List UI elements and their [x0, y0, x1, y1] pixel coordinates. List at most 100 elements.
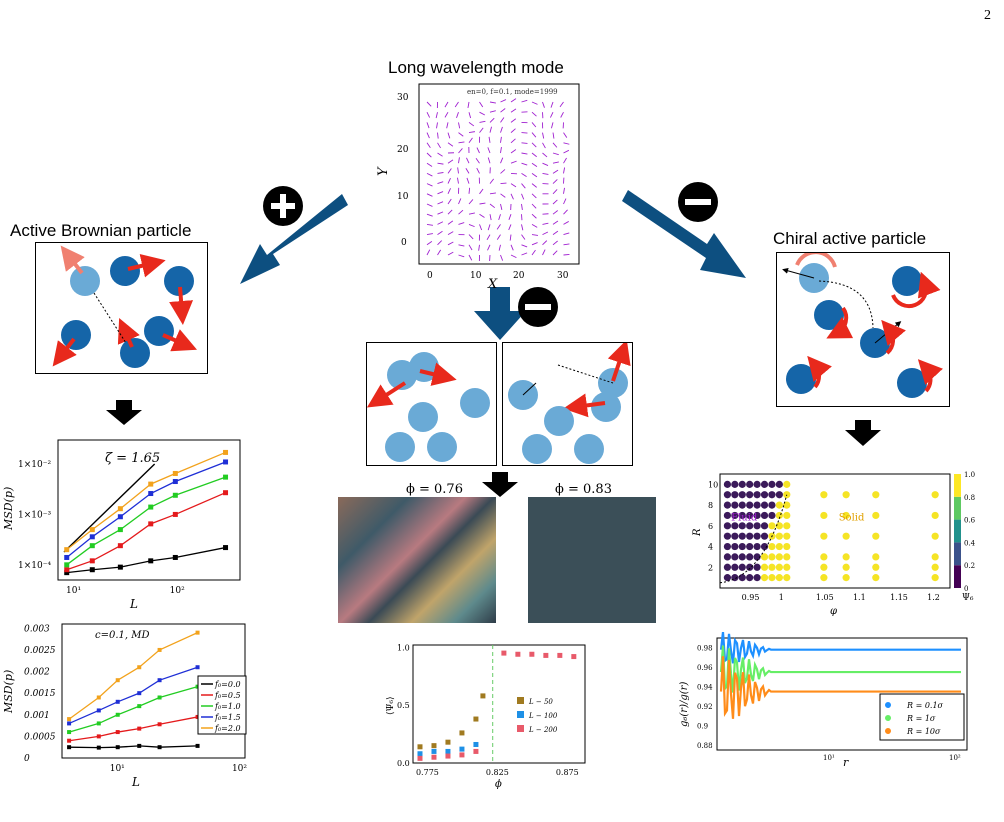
vector-arrow — [468, 112, 472, 119]
data-point — [820, 574, 828, 582]
data-point — [746, 511, 754, 520]
data-point — [746, 542, 754, 551]
y-tick: 0.98 — [697, 645, 713, 653]
y-tick: 0.96 — [697, 664, 713, 672]
data-point — [195, 743, 200, 748]
data-point — [768, 563, 776, 571]
vector-arrow — [521, 244, 528, 248]
x-tick: 1.15 — [890, 593, 908, 602]
vector-arrow — [542, 231, 549, 236]
data-point — [738, 491, 746, 499]
data-point — [515, 651, 521, 657]
data-point — [731, 491, 739, 499]
data-point — [738, 501, 746, 509]
vector-arrow — [552, 142, 558, 148]
data-point — [753, 542, 761, 551]
x-axis-label: r — [843, 756, 849, 767]
colorbar-tick: 0.2 — [964, 562, 975, 570]
y-tick: 0.94 — [697, 684, 713, 692]
vector-arrow — [508, 224, 512, 231]
vector-arrow — [437, 132, 439, 139]
vector-arrow — [447, 251, 454, 256]
vector-arrow — [550, 112, 554, 118]
vector-arrow — [426, 162, 433, 167]
data-point — [115, 678, 120, 683]
vector-arrow — [531, 234, 539, 236]
vector-arrow — [489, 126, 492, 133]
vector-arrow — [437, 152, 443, 157]
data-point — [738, 553, 746, 561]
y-tick: 10 — [397, 192, 409, 202]
data-point — [760, 563, 769, 571]
vector-arrow — [521, 162, 528, 166]
vector-arrow — [563, 198, 567, 205]
snapshot-label-2: ϕ = 0.83 — [555, 482, 612, 497]
data-point — [117, 506, 123, 512]
data-point — [417, 744, 423, 750]
vector-arrow — [458, 254, 465, 258]
vector-arrow — [563, 167, 566, 174]
vector-arrow — [447, 177, 451, 184]
vector-arrow — [468, 137, 473, 144]
particle — [164, 266, 194, 296]
vector-arrow — [500, 126, 503, 133]
legend-label: L − 200 — [528, 726, 558, 734]
vector-arrow — [496, 224, 501, 230]
vector-arrow — [447, 159, 454, 164]
annotation: ζ = 1.65 — [105, 451, 160, 466]
legend-swatch — [885, 728, 891, 734]
vector-arrow — [437, 221, 444, 225]
data-point — [872, 491, 880, 499]
data-point — [931, 563, 939, 571]
data-point — [753, 532, 761, 540]
x-tick: 0.775 — [416, 768, 439, 777]
x-tick: 0.875 — [556, 768, 579, 777]
vector-arrow — [500, 147, 502, 154]
data-point — [746, 501, 754, 509]
vector-arrow — [560, 111, 564, 118]
data-point — [768, 553, 776, 561]
legend-label: L − 100 — [528, 712, 558, 720]
data-point — [731, 563, 739, 571]
data-point — [137, 704, 142, 709]
data-point — [746, 553, 754, 561]
vector-arrow — [500, 203, 503, 210]
data-point — [723, 491, 732, 499]
data-point — [783, 563, 791, 571]
vector-arrow — [552, 161, 559, 164]
plot-frame — [719, 473, 951, 589]
data-point — [67, 721, 72, 726]
data-point — [223, 545, 229, 551]
vector-arrow — [531, 152, 537, 158]
vector-arrow — [552, 152, 559, 156]
vector-arrow — [476, 167, 480, 174]
data-point — [753, 480, 761, 488]
data-point — [768, 491, 776, 499]
annotation: c=0.1, MD — [95, 630, 150, 641]
vector-arrow — [552, 199, 558, 205]
vector-arrow — [552, 189, 558, 195]
data-point — [473, 741, 479, 747]
vector-arrow — [510, 108, 517, 113]
middle-panel-right — [502, 339, 633, 466]
data-point — [64, 570, 70, 576]
order-param-chart: 0.775 0.825 0.875 0.0 0.5 1.0 ϕ ⟨Ψ₆⟩ L − 50 L − 1… — [375, 635, 595, 800]
vector-arrow — [436, 122, 438, 129]
data-point — [172, 470, 178, 476]
data-point — [64, 547, 70, 553]
data-point — [459, 752, 465, 758]
vector-arrow — [521, 152, 528, 155]
particle-light — [70, 266, 100, 296]
vector-arrow — [457, 167, 459, 174]
data-point — [157, 695, 162, 700]
middle-panel-left — [366, 342, 497, 466]
vector-arrow — [435, 112, 438, 119]
y-tick: 0.0005 — [24, 732, 56, 742]
vector-arrow — [489, 203, 496, 209]
vector-arrow — [437, 172, 444, 174]
vector-arrow — [521, 203, 523, 211]
minus-sign-icon — [678, 182, 718, 222]
data-point — [872, 574, 880, 582]
data-point — [775, 563, 783, 571]
data-point — [96, 708, 101, 713]
